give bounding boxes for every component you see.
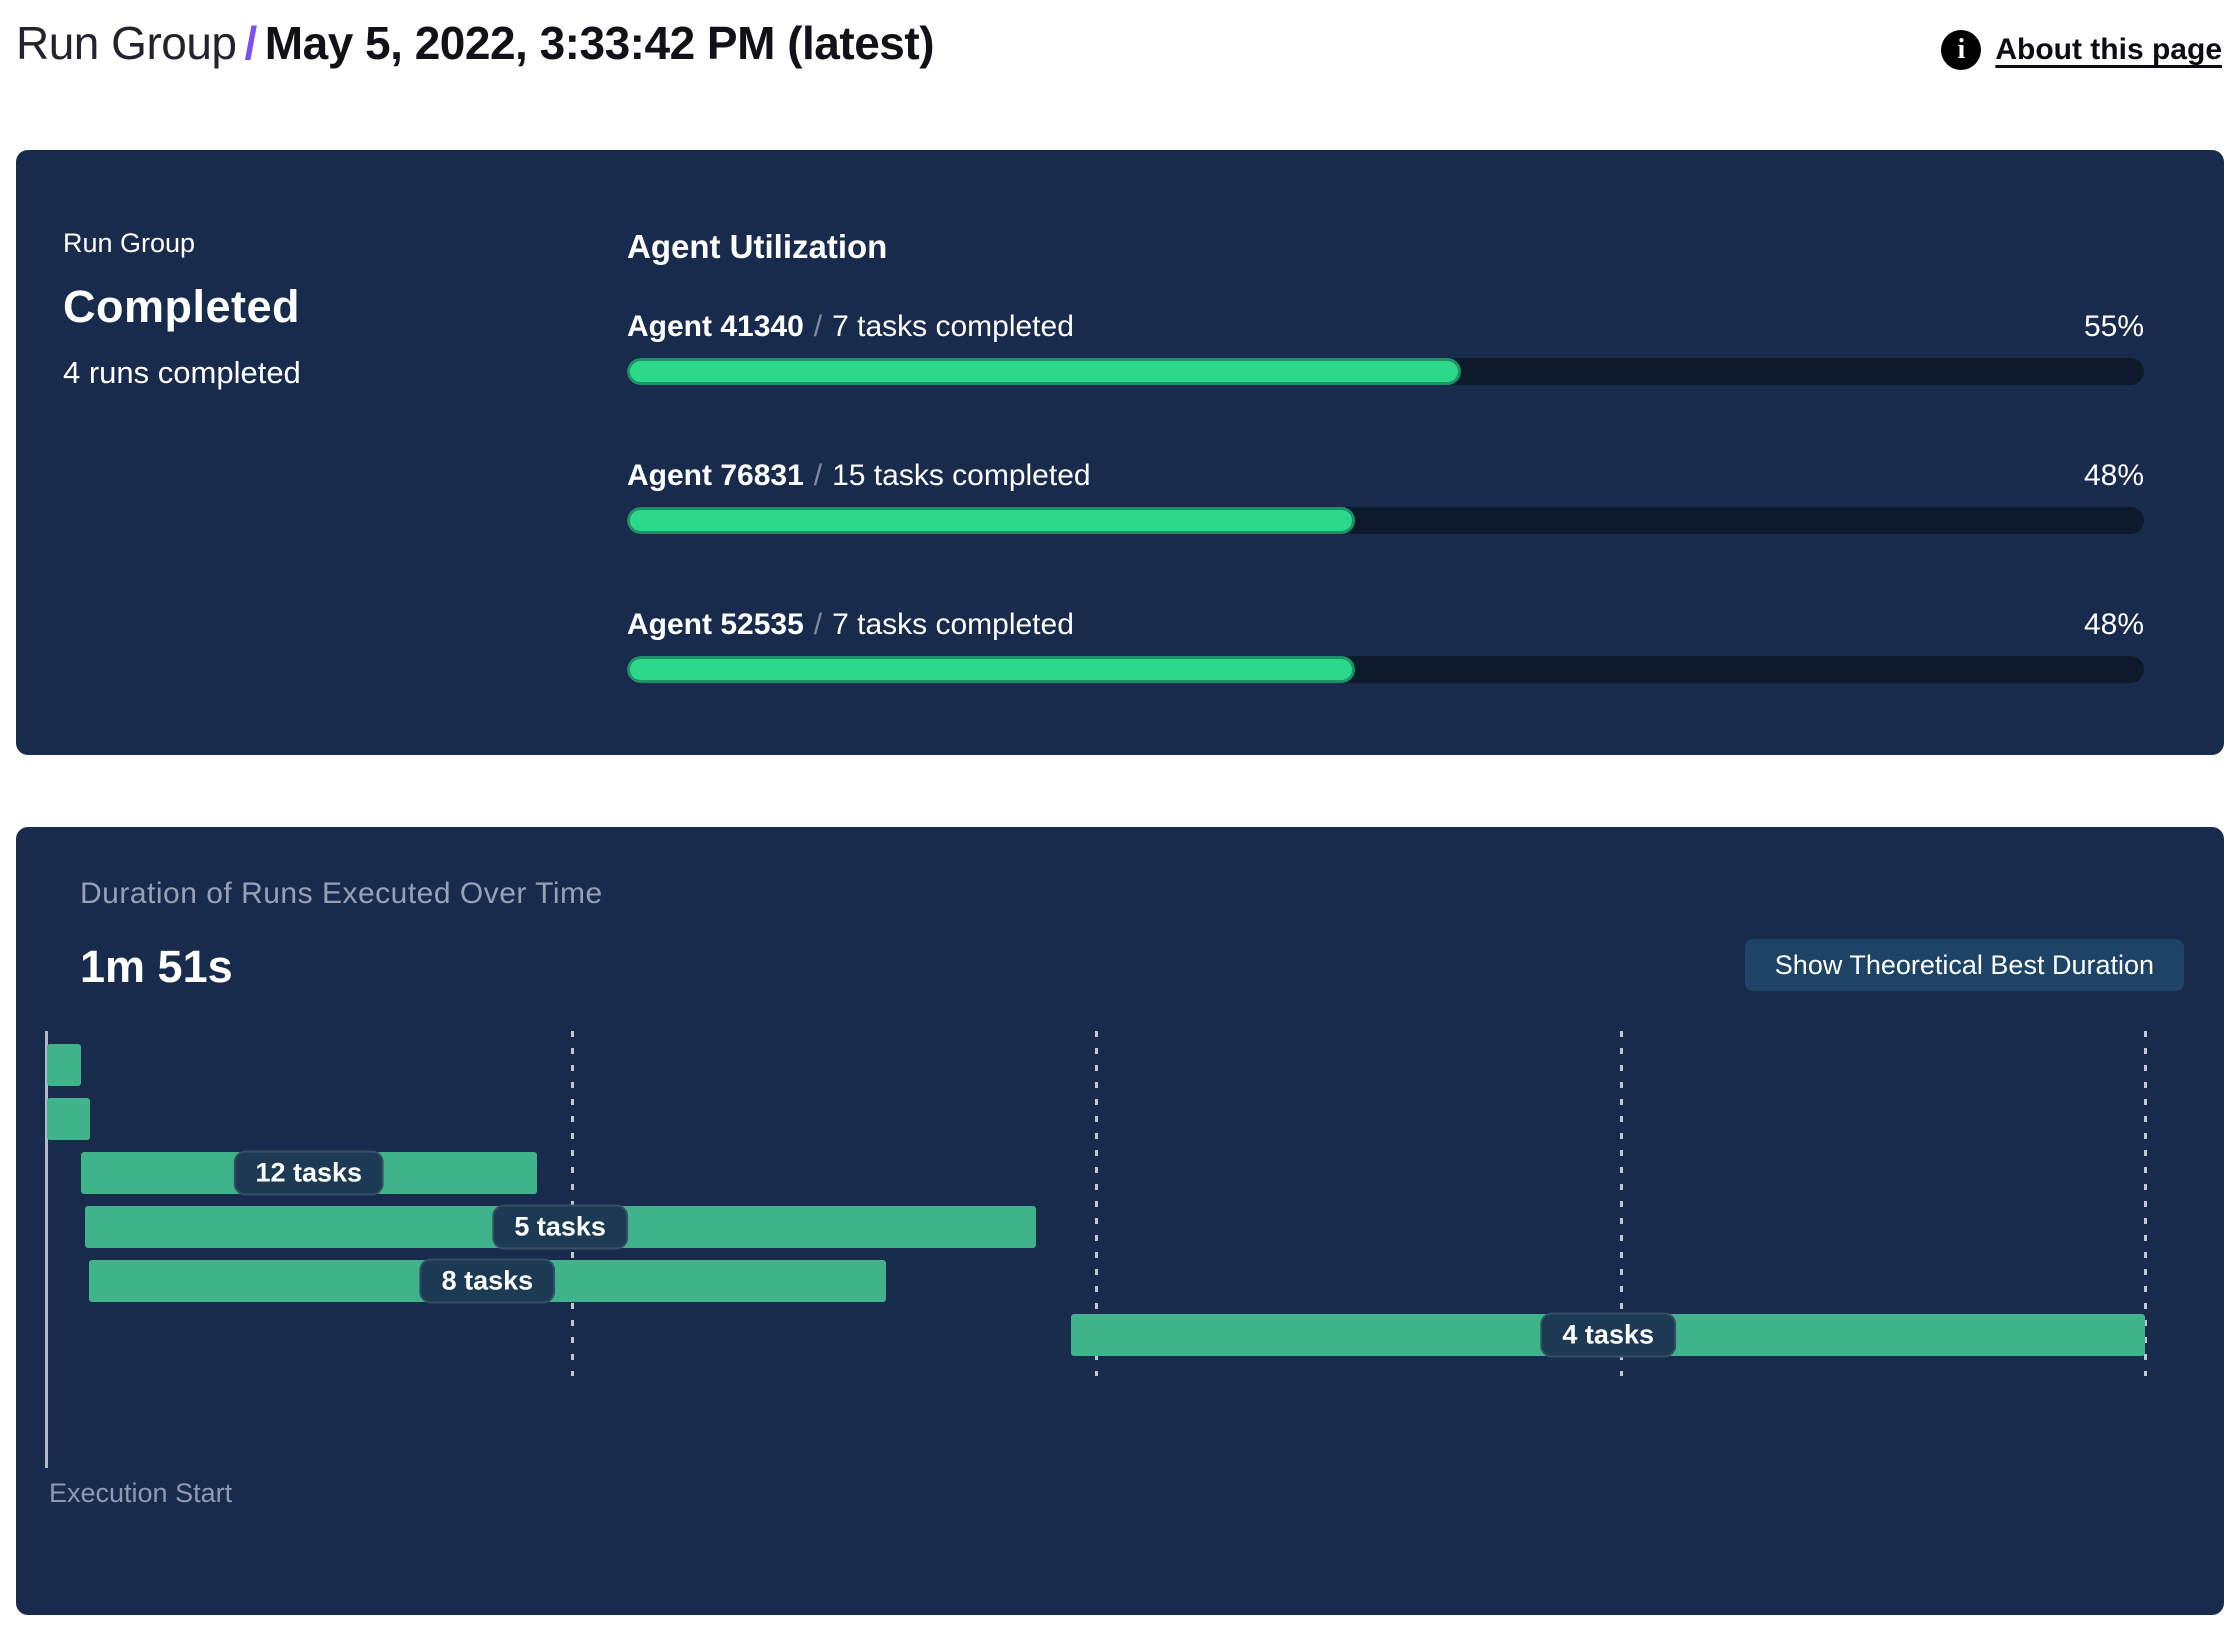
agent-line: Agent 52535 / 7 tasks completed 48% [627, 608, 2144, 642]
gantt-chart: 12 tasks 5 tasks 8 tasks 4 tasks Executi… [45, 1031, 2147, 1531]
run-duration-bar[interactable] [47, 1098, 91, 1140]
breadcrumb-current: May 5, 2022, 3:33:42 PM (latest) [264, 17, 935, 69]
gridline [1095, 1031, 1098, 1376]
gridline [2144, 1031, 2147, 1376]
status-text: Completed [63, 281, 301, 332]
gantt-run-row: 12 tasks [47, 1150, 2145, 1196]
agent-rows: Agent 41340 / 7 tasks completed 55% Agen… [627, 310, 2144, 683]
agent-row: Agent 52535 / 7 tasks completed 48% [627, 608, 2144, 683]
agent-name: Agent 41340 [627, 310, 804, 343]
execution-start-axis-line [45, 1031, 48, 1468]
gantt-run-row: 4 tasks [47, 1312, 2145, 1358]
duration-chart-title: Duration of Runs Executed Over Time [80, 877, 603, 910]
agent-utilization-section: Agent Utilization Agent 41340 / 7 tasks … [627, 228, 2144, 683]
gantt-run-row [47, 1098, 2145, 1140]
gridline [1619, 1031, 1623, 1376]
info-icon[interactable]: i [1941, 30, 1982, 70]
run-duration-bar[interactable]: 4 tasks [1071, 1312, 2145, 1358]
agent-row: Agent 76831 / 15 tasks completed 48% [627, 459, 2144, 534]
agent-progress-fill [627, 507, 1356, 534]
page-title: Run Group / May 5, 2022, 3:33:42 PM (lates… [16, 16, 935, 70]
agent-progress-fill [627, 358, 1462, 385]
run-duration-bar[interactable]: 5 tasks [84, 1204, 1036, 1250]
about-this-page[interactable]: i About this page [1941, 30, 2222, 70]
run-duration-bar[interactable] [47, 1044, 82, 1086]
runs-completed-text: 4 runs completed [63, 355, 301, 390]
agent-utilization-percent: 55% [2083, 310, 2144, 343]
run-duration-bar[interactable]: 12 tasks [81, 1150, 537, 1196]
agent-separator: / [813, 608, 823, 641]
agent-tasks-completed: 15 tasks completed [832, 459, 1091, 492]
agent-utilization-percent: 48% [2083, 459, 2144, 492]
page-header: Run Group / May 5, 2022, 3:33:42 PM (lates… [0, 0, 2240, 78]
gantt-run-row: 8 tasks [47, 1258, 2145, 1304]
agent-progress-track [627, 358, 2144, 385]
breadcrumb-root[interactable]: Run Group [16, 17, 237, 69]
agent-progress-fill [627, 656, 1356, 683]
run-group-panel: Run Group Completed 4 runs completed Age… [16, 150, 2224, 755]
run-duration-bar[interactable]: 8 tasks [88, 1258, 887, 1304]
agent-tasks-completed: 7 tasks completed [832, 608, 1074, 641]
summary-label: Run Group [63, 228, 196, 258]
duration-panel: Duration of Runs Executed Over Time 1m 5… [16, 827, 2224, 1615]
agent-tasks-completed: 7 tasks completed [832, 310, 1074, 343]
run-group-summary: Run Group Completed 4 runs completed [63, 228, 627, 683]
gantt-run-row [47, 1044, 2145, 1086]
agent-separator: / [813, 459, 823, 492]
task-count-pill: 5 tasks [492, 1204, 628, 1250]
agent-name: Agent 76831 [627, 459, 804, 492]
total-duration: 1m 51s [80, 941, 233, 992]
agent-row: Agent 41340 / 7 tasks completed 55% [627, 310, 2144, 385]
task-count-pill: 12 tasks [233, 1150, 385, 1196]
task-count-pill: 4 tasks [1540, 1312, 1676, 1358]
agent-utilization-title: Agent Utilization [627, 228, 888, 265]
show-theoretical-best-duration-button[interactable]: Show Theoretical Best Duration [1744, 939, 2184, 991]
breadcrumb-separator: / [244, 17, 258, 69]
agent-line: Agent 76831 / 15 tasks completed 48% [627, 459, 2144, 493]
agent-progress-track [627, 656, 2144, 683]
agent-utilization-percent: 48% [2083, 608, 2144, 641]
about-link[interactable]: About this page [1995, 33, 2222, 66]
agent-progress-track [627, 507, 2144, 534]
gantt-rows: 12 tasks 5 tasks 8 tasks 4 tasks [47, 1031, 2145, 1358]
task-count-pill: 8 tasks [419, 1258, 556, 1304]
agent-line: Agent 41340 / 7 tasks completed 55% [627, 310, 2144, 344]
execution-start-label: Execution Start [49, 1478, 233, 1508]
agent-name: Agent 52535 [627, 608, 804, 641]
agent-separator: / [813, 310, 823, 343]
gridline [570, 1031, 574, 1376]
gantt-run-row: 5 tasks [47, 1204, 2145, 1250]
